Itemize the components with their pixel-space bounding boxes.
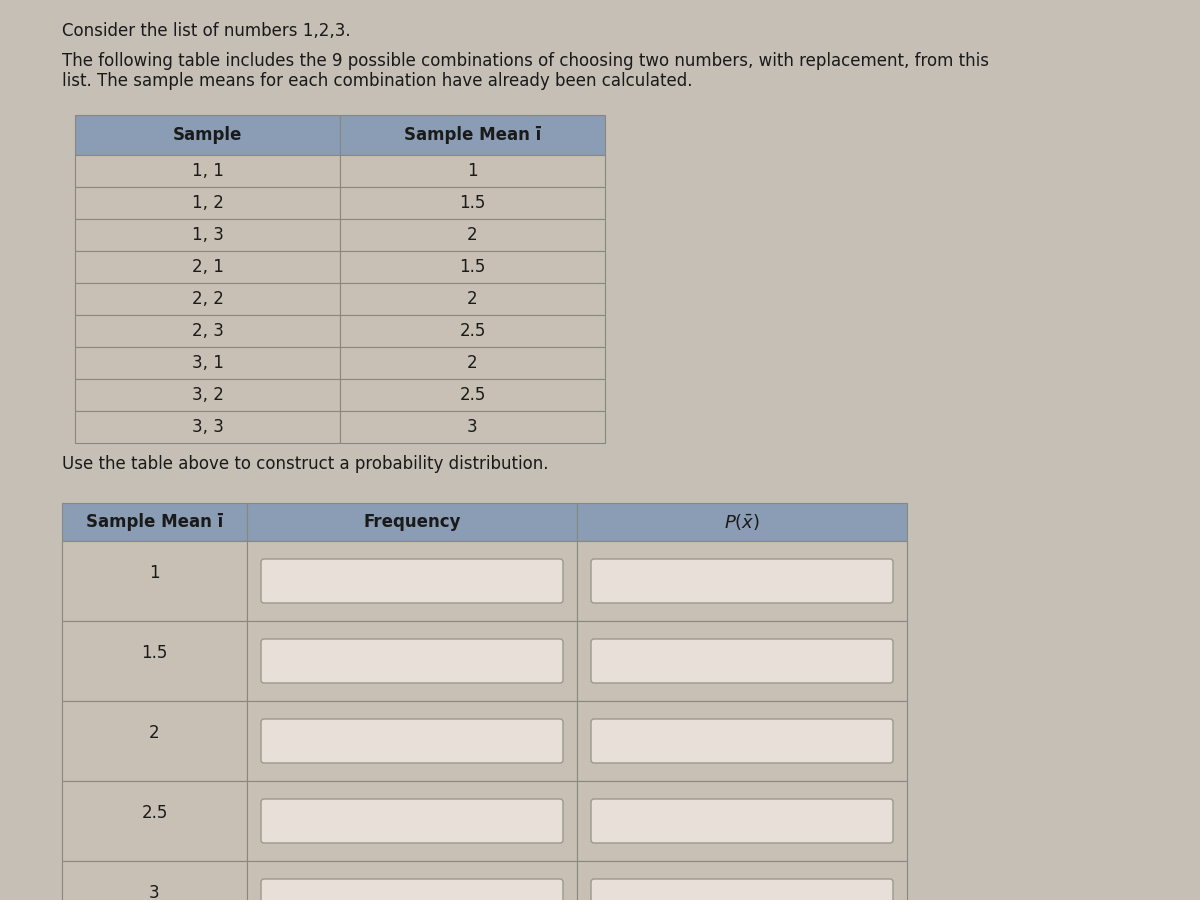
Bar [577,701,907,781]
Bar [247,701,577,781]
Text: 2.5: 2.5 [460,322,486,340]
Bar [62,541,247,621]
FancyBboxPatch shape [592,879,893,900]
Bar [577,503,907,541]
FancyBboxPatch shape [262,639,563,683]
Bar [340,315,605,347]
FancyBboxPatch shape [592,719,893,763]
Bar [577,621,907,701]
Bar [340,219,605,251]
Text: 2: 2 [149,724,160,742]
Text: 1.5: 1.5 [142,644,168,662]
Text: 2.5: 2.5 [460,386,486,404]
Text: 2.5: 2.5 [142,804,168,822]
FancyBboxPatch shape [262,799,563,843]
Bar [62,861,247,900]
Text: 3, 1: 3, 1 [192,354,223,372]
Text: 3, 2: 3, 2 [192,386,223,404]
Text: 2: 2 [467,226,478,244]
Text: 2: 2 [467,290,478,308]
Text: 1.5: 1.5 [460,194,486,212]
Bar [340,155,605,187]
Bar [340,379,605,411]
Text: 2, 2: 2, 2 [192,290,223,308]
Text: 1.5: 1.5 [460,258,486,276]
Text: 1: 1 [467,162,478,180]
Text: 1, 1: 1, 1 [192,162,223,180]
Bar [577,861,907,900]
Bar [577,781,907,861]
Text: Consider the list of numbers 1,2,3.: Consider the list of numbers 1,2,3. [62,22,350,40]
Text: Frequency: Frequency [364,513,461,531]
Bar [74,411,340,443]
FancyBboxPatch shape [592,559,893,603]
FancyBboxPatch shape [262,559,563,603]
Bar [74,155,340,187]
FancyBboxPatch shape [592,799,893,843]
Bar [340,347,605,379]
Text: Use the table above to construct a probability distribution.: Use the table above to construct a proba… [62,455,548,473]
Text: 2: 2 [467,354,478,372]
Bar [74,187,340,219]
Text: 2, 3: 2, 3 [192,322,223,340]
Bar [340,187,605,219]
Bar [247,861,577,900]
Bar [74,251,340,283]
Text: 1, 2: 1, 2 [192,194,223,212]
Bar [74,219,340,251]
Text: 3: 3 [149,884,160,900]
Bar [247,541,577,621]
Text: The following table includes the 9 possible combinations of choosing two numbers: The following table includes the 9 possi… [62,52,989,70]
Bar [247,503,577,541]
Bar [62,503,247,541]
Bar [247,781,577,861]
Text: Sample Mean ī: Sample Mean ī [86,513,223,531]
Bar [62,701,247,781]
Bar [577,541,907,621]
Text: 2, 1: 2, 1 [192,258,223,276]
Bar [74,283,340,315]
Bar [74,347,340,379]
Bar [247,621,577,701]
FancyBboxPatch shape [592,639,893,683]
Bar [74,315,340,347]
Text: 3, 3: 3, 3 [192,418,223,436]
Text: 1: 1 [149,564,160,582]
Bar [74,115,340,155]
Bar [74,379,340,411]
Bar [62,781,247,861]
Bar [340,115,605,155]
Text: 3: 3 [467,418,478,436]
Text: Sample: Sample [173,126,242,144]
Bar [340,283,605,315]
Text: 1, 3: 1, 3 [192,226,223,244]
Bar [340,411,605,443]
Text: $P(\bar{x})$: $P(\bar{x})$ [724,512,760,532]
FancyBboxPatch shape [262,719,563,763]
Bar [340,251,605,283]
Bar [62,621,247,701]
FancyBboxPatch shape [262,879,563,900]
Text: Sample Mean ī: Sample Mean ī [404,126,541,144]
Text: list. The sample means for each combination have already been calculated.: list. The sample means for each combinat… [62,72,692,90]
